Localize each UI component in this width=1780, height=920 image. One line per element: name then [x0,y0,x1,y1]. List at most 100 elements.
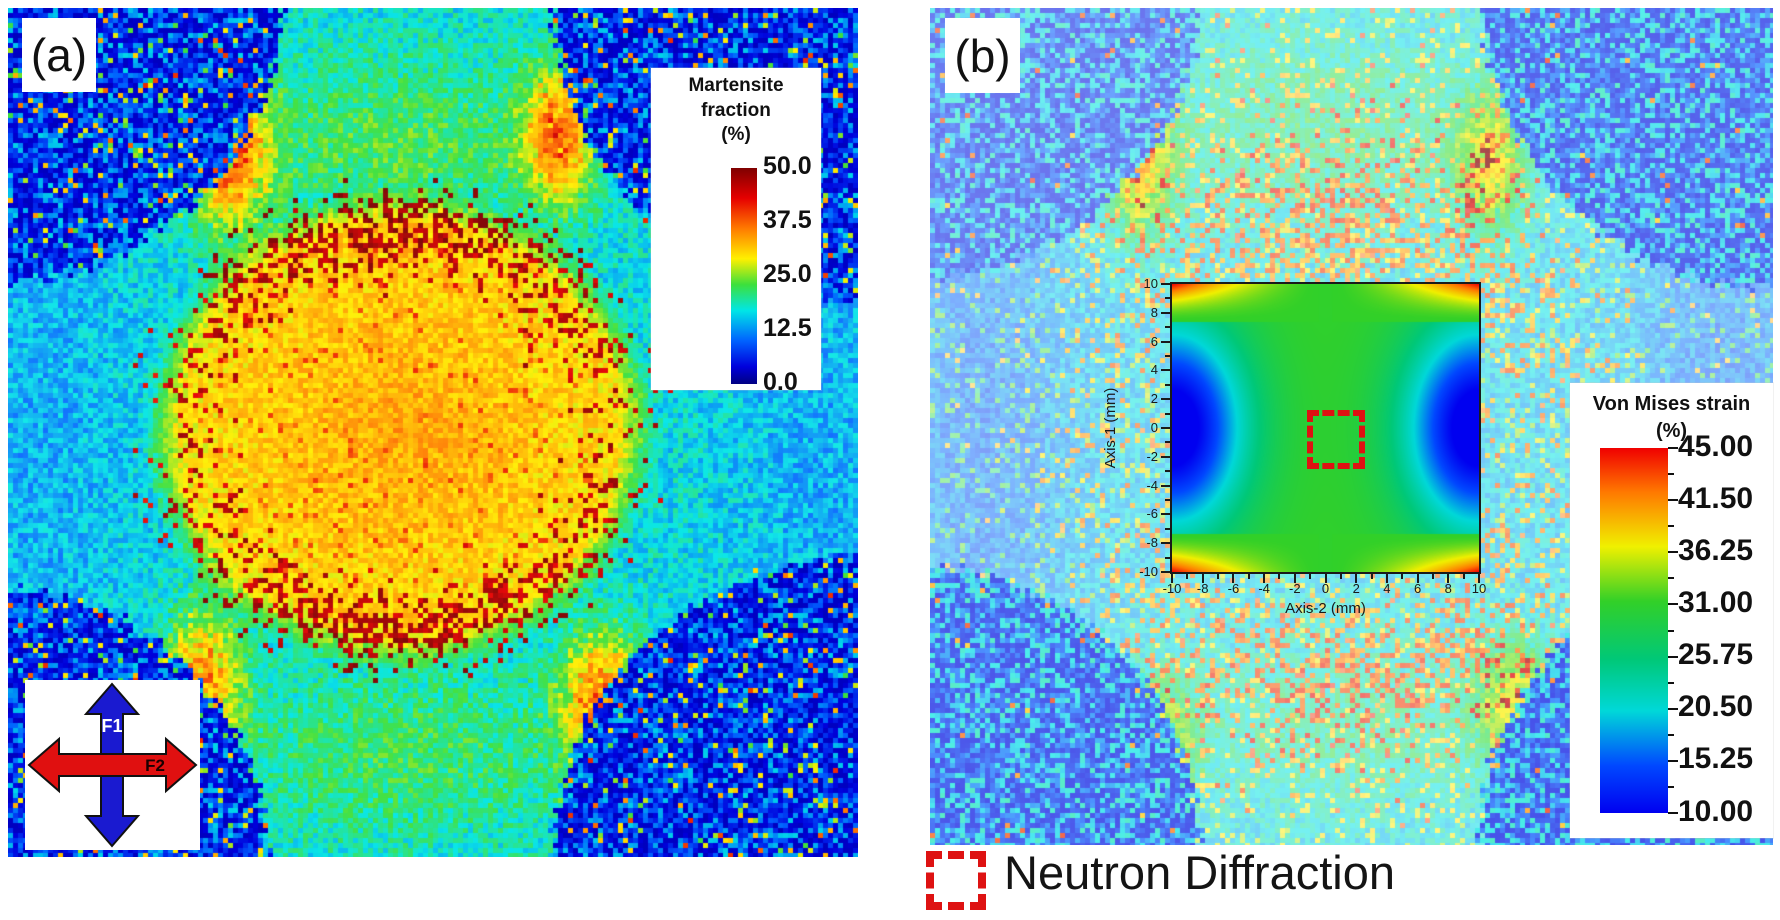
inset-y-tick-label: -6 [1146,506,1158,522]
inset-y-tick-mark [1161,484,1170,487]
inset-y-tick-mark [1161,340,1170,343]
inset-y-tick-mark [1161,513,1170,516]
inset-y-minor-tick [1165,499,1170,501]
colorbar-minor-tick-mark [1668,525,1674,528]
f2-arrow [27,736,198,794]
inset-x-tick-mark [1293,574,1296,583]
inset-y-tick-mark [1161,398,1170,401]
inset-y-minor-tick [1165,441,1170,444]
inset-contour-canvas [1172,284,1479,572]
inset-x-tick-mark [1478,574,1480,583]
inset-y-tick-label: 6 [1150,333,1158,349]
panel-a: (a) Martensite fraction (%) 50.0 37.5 25.0… [8,8,858,857]
von-mises-colorbar-gradient [1600,448,1668,813]
colorbar-tick-label: 20.50 [1678,690,1754,724]
inset-y-tick-label: 2 [1150,391,1158,407]
colorbar-tick-label: 15.25 [1678,742,1754,776]
inset-x-tick-mark [1232,574,1235,583]
colorbar-tick-label: 37.5 [763,206,812,235]
inset-x-minor-tick [1370,574,1373,579]
inset-x-tick-mark [1171,574,1173,583]
inset-x-tick-label: -8 [1196,581,1209,596]
inset-y-tick-label: -2 [1146,448,1158,464]
inset-y-tick-mark [1161,427,1170,429]
colorbar-tick-mark [1668,759,1678,762]
inset-y-minor-tick [1165,326,1170,329]
martensite-colorbar-title: Martensite fraction (%) [651,74,821,148]
inset-x-tick-label: 0 [1321,581,1330,596]
panel-b-label: (b) [954,29,1011,82]
inset-y-tick-mark [1161,369,1170,372]
inset-x-tick-mark [1447,574,1450,583]
colorbar-tick-label: 36.25 [1678,533,1754,567]
inset-x-minor-tick [1278,574,1281,579]
colorbar-tick-mark [1668,655,1678,658]
inset-x-axis-title: Axis-2 (mm) [1285,600,1366,617]
neutron-diffraction-marker-icon [926,851,986,910]
inset-y-tick-label: 8 [1150,304,1158,320]
inset-y-tick-label: -10 [1139,564,1158,579]
inset-x-tick-mark [1324,574,1327,583]
neutron-diffraction-marker [1307,410,1365,469]
panel-a-label-box: (a) [22,18,96,92]
inset-y-minor-tick [1165,556,1170,559]
inset-x-minor-tick [1431,574,1434,579]
panel-a-label: (a) [30,29,88,81]
colorbar-title-line: (%) [721,124,751,146]
colorbar-minor-tick-mark [1668,629,1674,632]
colorbar-tick-mark [1668,499,1678,502]
colorbar-tick-label: 41.50 [1678,481,1754,515]
inset-y-minor-tick [1165,383,1170,386]
colorbar-tick-mark [1668,603,1678,606]
colorbar-tick-mark [1668,551,1678,554]
inset-y-tick-mark [1161,311,1170,314]
inset-x-tick-label: 8 [1444,581,1452,596]
colorbar-tick-label: 10.00 [1678,794,1754,828]
inset-x-tick-mark [1355,574,1358,583]
inset-y-tick-mark [1161,455,1170,458]
inset-x-tick-label: -6 [1227,581,1240,596]
inset-x-minor-tick [1462,574,1465,579]
colorbar-tick-label: 25.75 [1678,638,1754,672]
colorbar-title-line: Martensite [688,75,784,96]
inset-y-minor-tick [1165,470,1170,473]
f2-arrow-label: F2 [145,756,165,775]
inset-x-tick-mark [1385,574,1388,583]
inset-plot-area [1170,282,1481,574]
inset-x-tick-mark [1201,574,1204,583]
von-mises-colorbar: Von Mises strain (%) 45.00 41.50 36.25 31.0… [1570,383,1773,838]
colorbar-tick-label: 31.00 [1678,585,1754,619]
colorbar-tick-label: 25.0 [763,260,812,289]
inset-x-minor-tick [1217,574,1220,579]
martensite-colorbar: Martensite fraction (%) 50.0 37.5 25.0 12.5… [651,68,821,395]
colorbar-tick-mark [1668,707,1678,710]
inset-x-tick-label: 10 [1471,581,1487,596]
inset-x-tick-label: -10 [1162,581,1182,596]
inset-y-axis-title: Axis-1 (mm) [1102,387,1119,469]
inset-y-tick-mark [1161,542,1170,545]
inset-y-tick-label: -8 [1146,535,1158,551]
inset-y-tick-mark [1161,283,1170,285]
colorbar-minor-tick-mark [1668,681,1674,684]
inset-x-minor-tick [1247,574,1250,579]
colorbar-minor-tick-mark [1668,785,1674,788]
colorbar-minor-tick-mark [1668,733,1674,736]
inset-x-minor-tick [1309,574,1312,579]
colorbar-tick-label: 50.0 [763,152,812,181]
inset-y-tick-label: -4 [1146,477,1158,493]
inset-y-minor-tick [1165,412,1170,415]
inset-x-tick-mark [1263,574,1266,583]
inset-x-minor-tick [1186,574,1189,579]
load-arrows-graphic: F1 F2 [27,682,198,848]
colorbar-title-line: fraction [701,99,771,121]
colorbar-title-line: Von Mises strain [1592,393,1751,415]
panel-b: (b) 10 8 6 4 2 0 -2 -4 -6 -8 -10 -10 -8 -6 -4 -2 0 2 4 6 8 10… [930,8,1773,845]
inset-y-minor-tick [1165,355,1170,357]
martensite-colorbar-gradient [731,168,757,384]
inset-x-tick-label: 6 [1413,581,1422,596]
inset-x-tick-label: -2 [1289,581,1301,596]
colorbar-minor-tick-mark [1668,473,1674,476]
inset-y-tick-label: 0 [1150,420,1158,435]
inset-x-minor-tick [1401,574,1404,579]
